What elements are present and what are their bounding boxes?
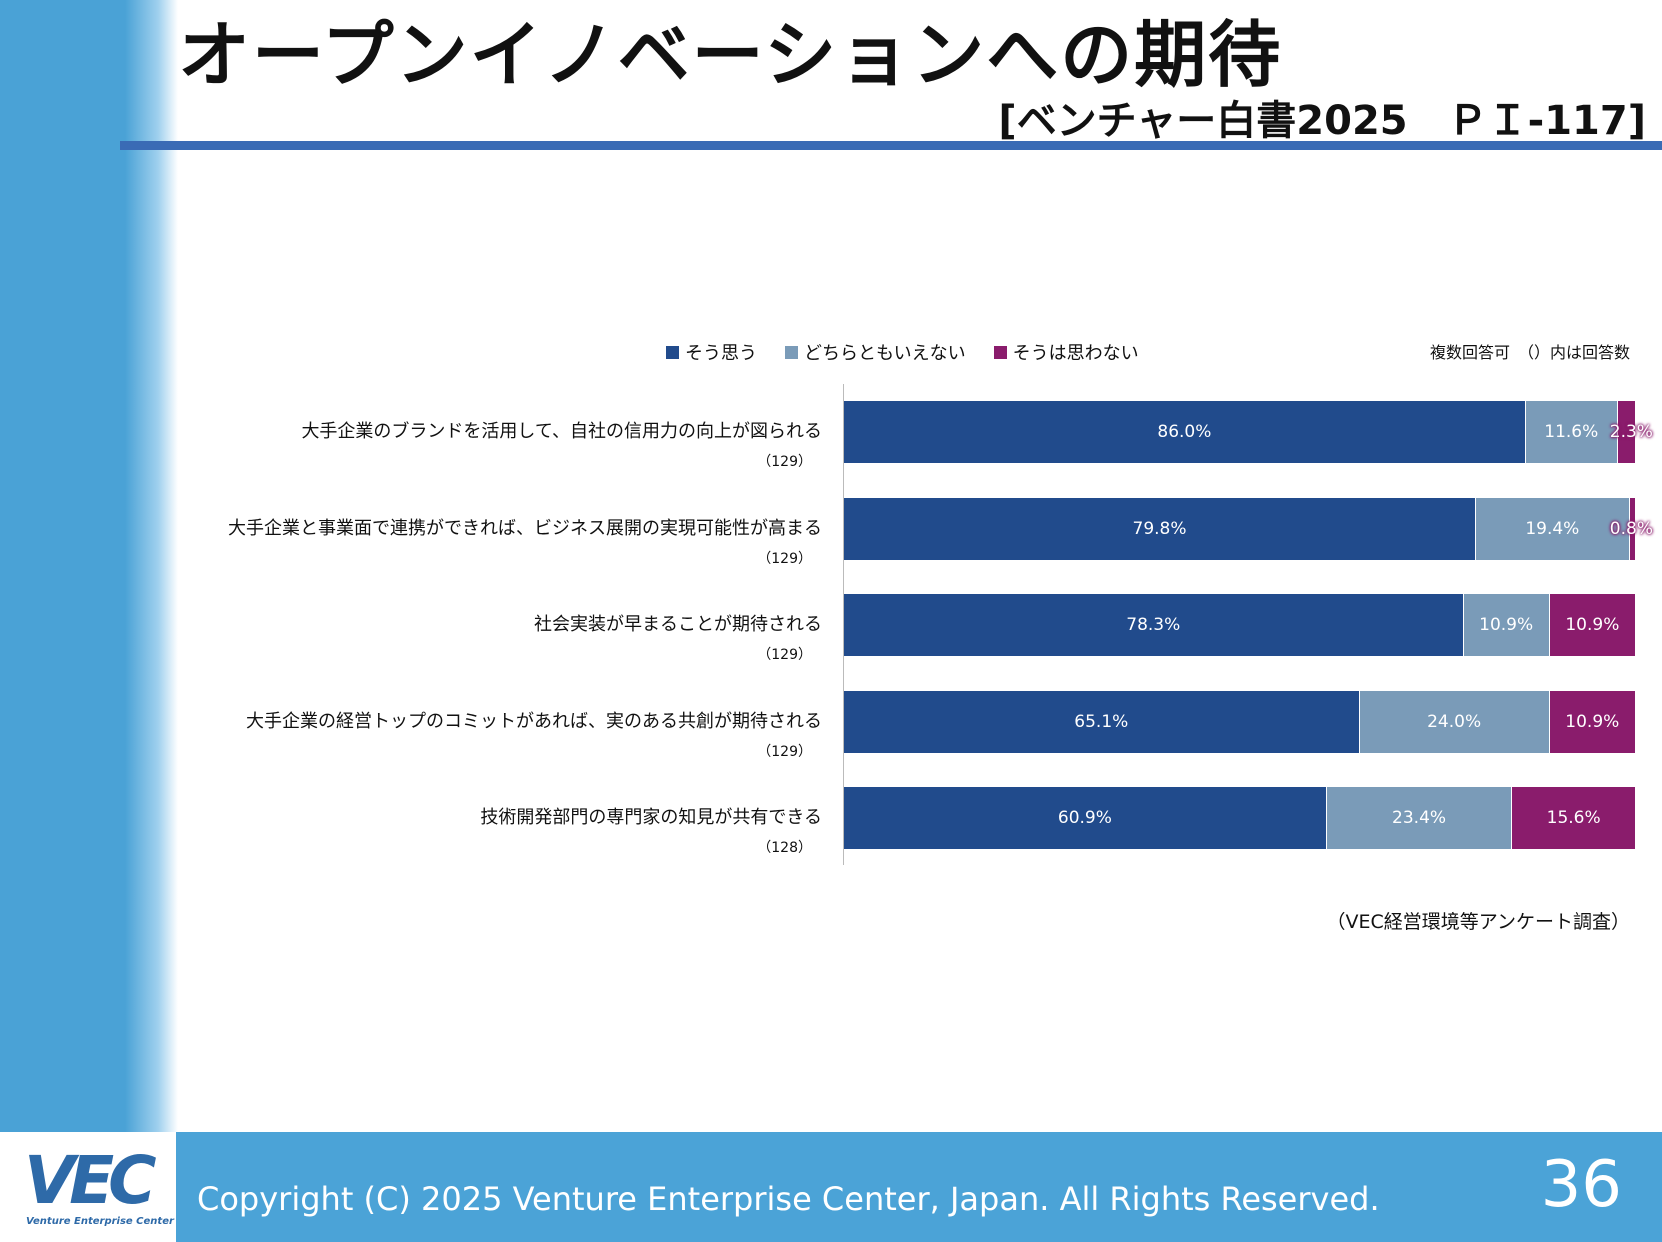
category-label: 技術開発部門の専門家の知見が共有できる	[480, 807, 822, 828]
bar-segment: 10.9%	[1549, 594, 1636, 656]
chart-note: 複数回答可 （）内は回答数	[1429, 343, 1630, 362]
legend-item: そう思う	[666, 339, 757, 365]
data-label: 15.6%	[1546, 808, 1601, 828]
data-label: 10.9%	[1565, 615, 1620, 635]
logo-mark: VEC	[24, 1142, 157, 1219]
legend-label: どちらともいえない	[804, 343, 966, 364]
bar-segment: 10.9%	[1549, 690, 1636, 753]
data-label: 65.1%	[1074, 711, 1129, 732]
footer: Copyright (C) 2025 Venture Enterprise Ce…	[176, 1132, 1662, 1242]
data-label: 10.9%	[1565, 711, 1620, 732]
data-label: 11.6%	[1544, 422, 1599, 442]
legend-label: そう思う	[685, 343, 757, 364]
category-axis	[843, 384, 844, 865]
vec-logo: VEC Venture Enterprise Center	[0, 1132, 176, 1242]
logo-text: Venture Enterprise Center	[26, 1216, 174, 1227]
legend-item: どちらともいえない	[785, 339, 966, 365]
page-subtitle: [ベンチャー白書2025 ＰＩ-117]	[998, 98, 1646, 144]
legend-swatch	[666, 345, 679, 359]
bar-segment: 0.8%	[1610, 497, 1653, 560]
title-divider	[120, 141, 1662, 150]
bar-segment: 23.4%	[1326, 787, 1513, 849]
response-count: （129）	[757, 454, 812, 470]
bar-row: 65.1% 24.0% 10.9%	[844, 690, 1636, 753]
data-label: 60.9%	[1057, 808, 1112, 828]
data-label: 0.8%	[1609, 518, 1653, 539]
bar-segment: 2.3%	[1610, 401, 1653, 463]
response-count: （128）	[757, 840, 812, 856]
category-label: 大手企業の経営トップのコミットがあれば、実のある共創が期待される	[246, 710, 822, 732]
bar-segment: 78.3%	[844, 594, 1464, 656]
data-label: 24.0%	[1427, 711, 1482, 732]
bar-row: 78.3% 10.9% 10.9%	[844, 594, 1636, 656]
bar-segment: 60.9%	[844, 787, 1327, 849]
category-label: 大手企業と事業面で連携ができれば、ビジネス展開の実現可能性が高まる	[228, 517, 822, 539]
bar-segment: 24.0%	[1359, 690, 1550, 753]
bar-segment: 11.6%	[1525, 401, 1618, 463]
bar-segment: 15.6%	[1512, 787, 1636, 849]
response-count: （129）	[757, 550, 812, 567]
legend-swatch	[785, 345, 798, 359]
bar-row: 60.9% 23.4% 15.6%	[844, 787, 1636, 849]
legend-label: そうは思わない	[1012, 343, 1139, 364]
bar-segment: 10.9%	[1463, 594, 1550, 656]
data-label: 19.4%	[1525, 518, 1580, 539]
data-label: 78.3%	[1126, 615, 1181, 635]
page-number: 36	[1540, 1148, 1622, 1222]
legend-swatch	[993, 345, 1007, 359]
category-label: 社会実装が早まることが期待される	[534, 614, 822, 635]
response-count: （129）	[757, 647, 812, 663]
response-count: （129）	[757, 743, 812, 760]
bar-segment: 19.4%	[1476, 497, 1630, 560]
bar-segment: 86.0%	[844, 401, 1526, 463]
bar-segment: 79.8%	[844, 497, 1477, 560]
data-label: 86.0%	[1157, 422, 1212, 442]
data-label: 10.9%	[1479, 615, 1534, 635]
copyright: Copyright (C) 2025 Venture Enterprise Ce…	[197, 1180, 1380, 1218]
bar-segment: 65.1%	[844, 690, 1360, 753]
sidebar-band	[0, 0, 178, 1132]
chart-legend: そう思う どちらともいえない そうは思わない	[666, 339, 1139, 365]
source-note: （VEC経営環境等アンケート調査）	[1326, 911, 1630, 933]
bar-row: 86.0% 11.6% 2.3%	[844, 401, 1653, 463]
data-label: 23.4%	[1392, 808, 1447, 828]
bar-row: 79.8% 19.4% 0.8%	[844, 497, 1653, 560]
category-label: 大手企業のブランドを活用して、自社の信用力の向上が図られる	[301, 421, 822, 442]
data-label: 2.3%	[1609, 422, 1653, 442]
page-title: オープンイノベーションへの期待	[178, 13, 1283, 97]
data-label: 79.8%	[1132, 518, 1187, 539]
legend-item: そうは思わない	[993, 339, 1139, 365]
